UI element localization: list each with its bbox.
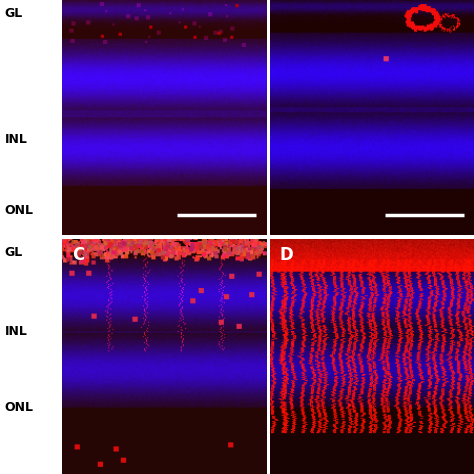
Text: ONL: ONL bbox=[5, 401, 34, 413]
Text: D: D bbox=[280, 246, 294, 264]
Text: C: C bbox=[72, 246, 84, 264]
Text: INL: INL bbox=[5, 325, 27, 337]
Text: GL: GL bbox=[5, 246, 23, 259]
Text: INL: INL bbox=[5, 133, 27, 146]
Text: ONL: ONL bbox=[5, 204, 34, 217]
Text: GL: GL bbox=[5, 7, 23, 20]
